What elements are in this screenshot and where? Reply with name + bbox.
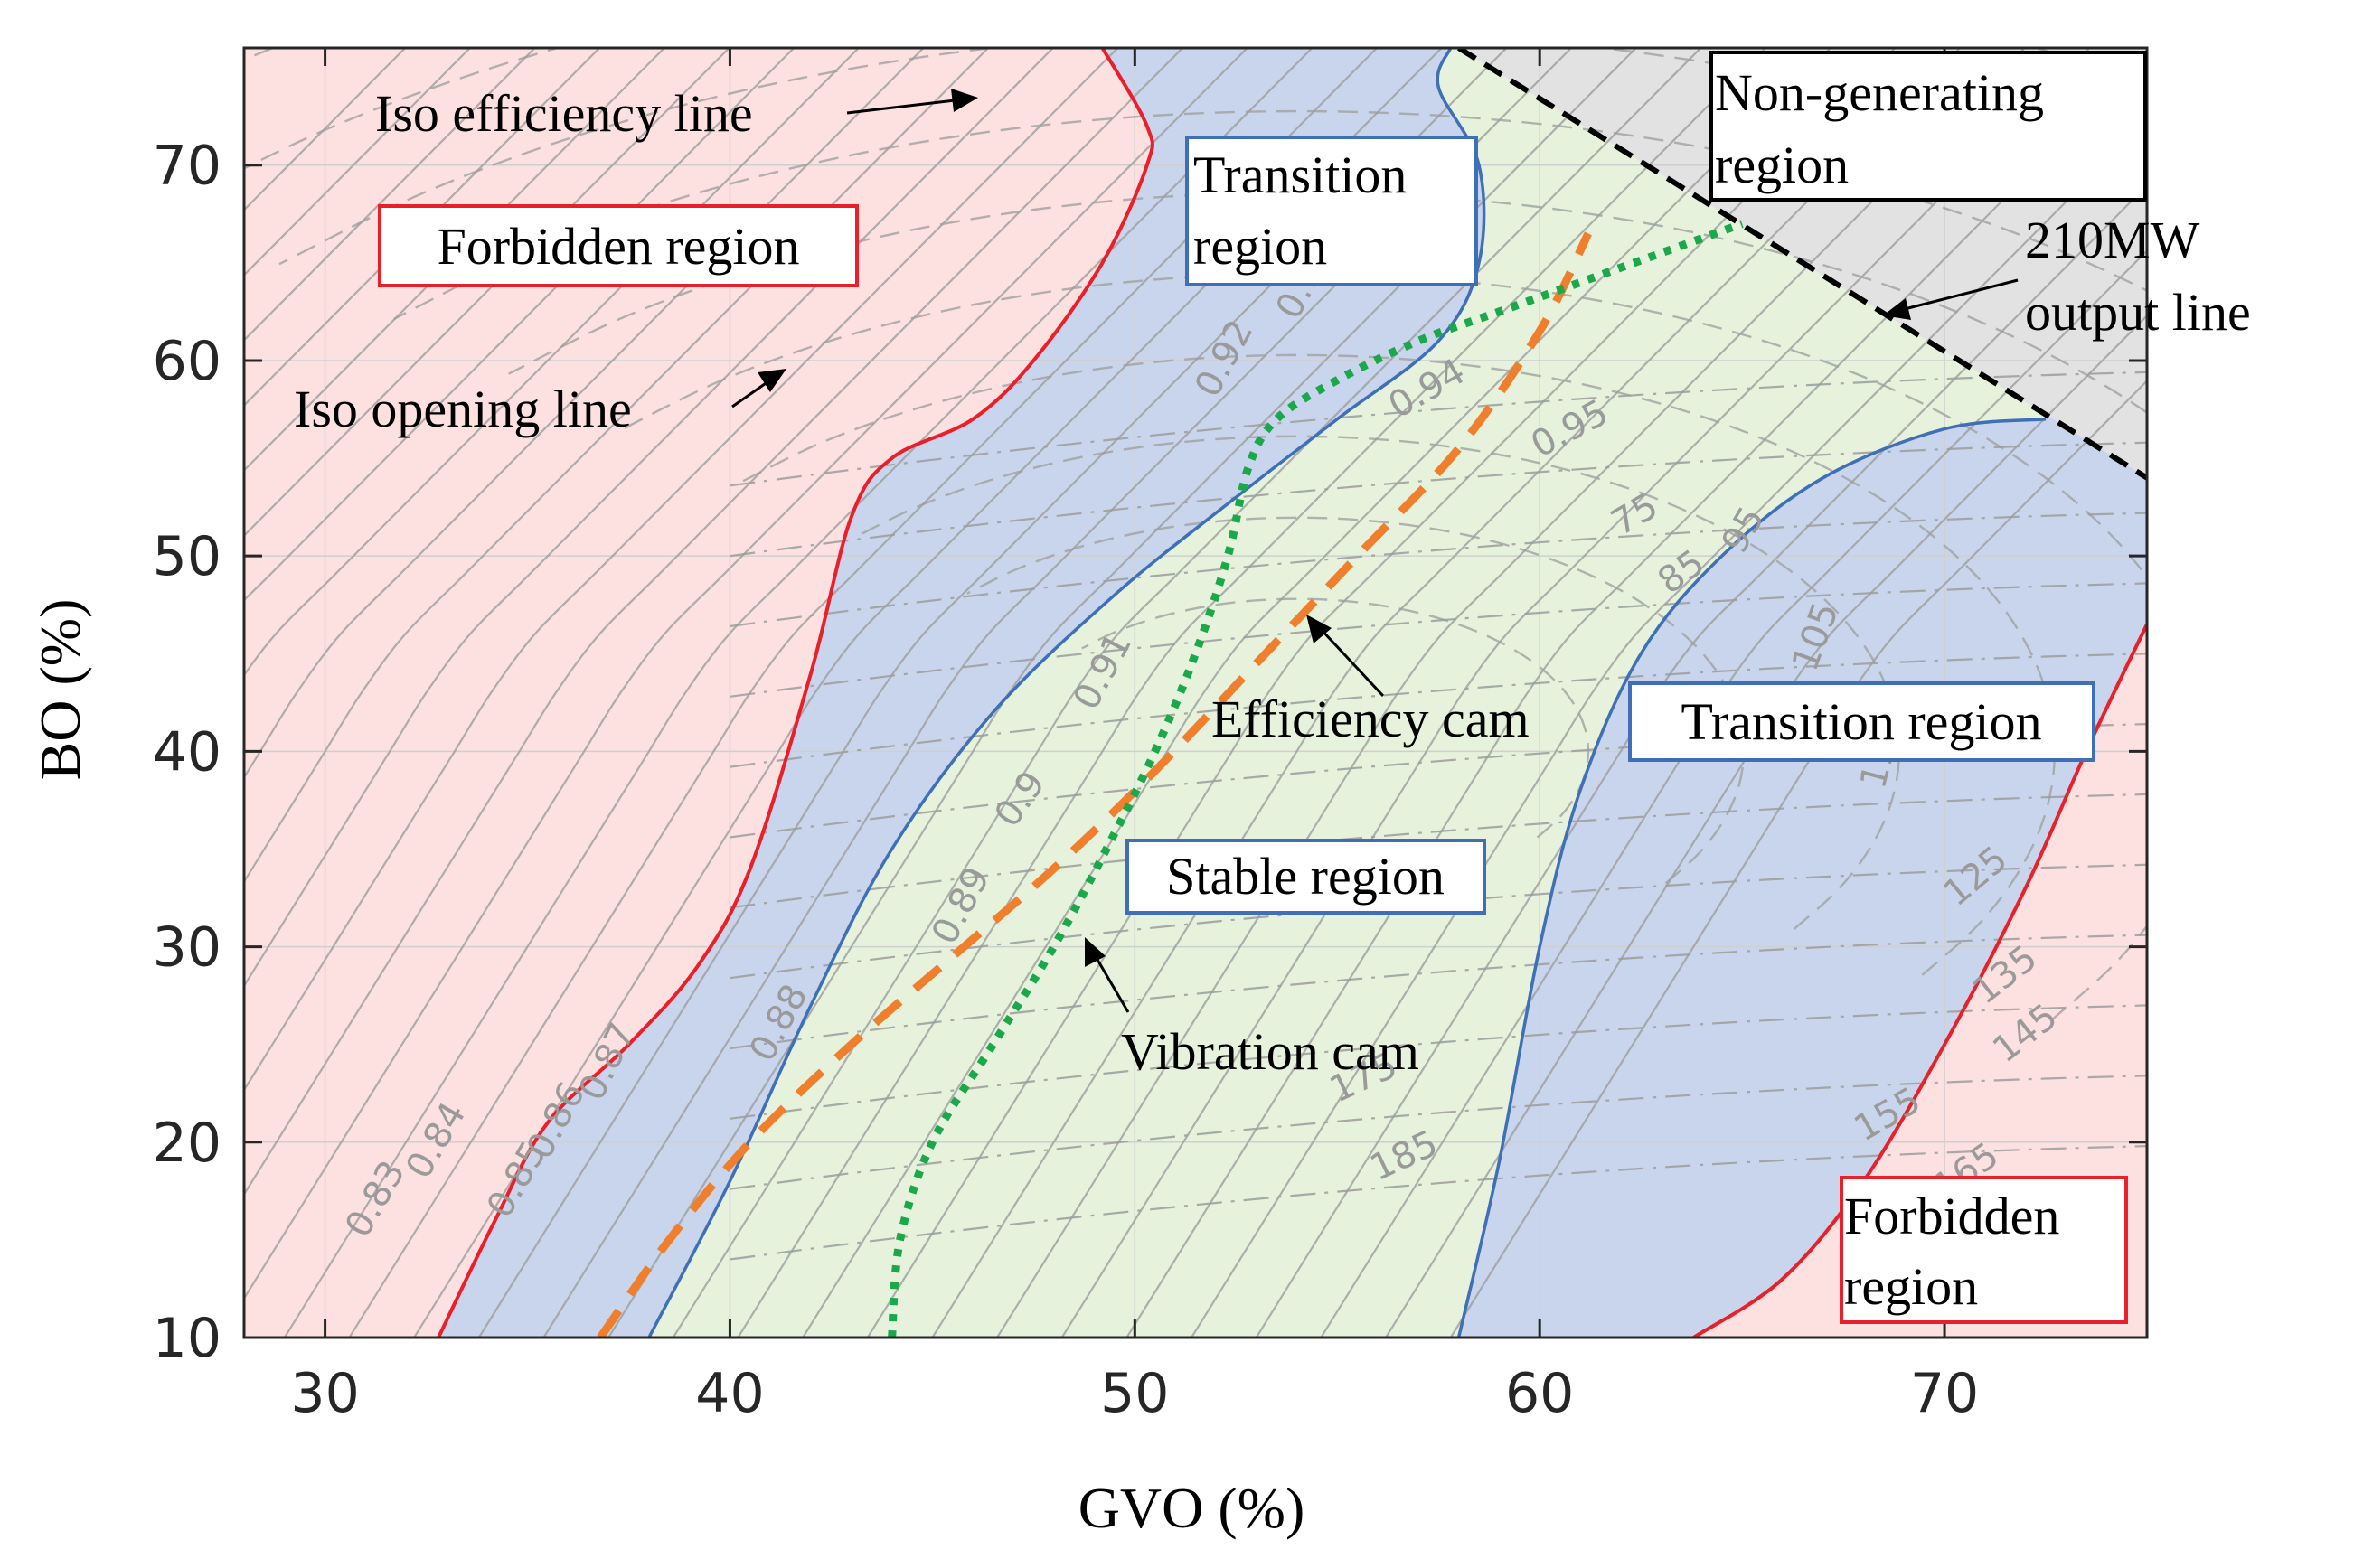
iso-opening-contour — [1385, 314, 2147, 1338]
axes-frame — [242, 46, 2149, 1339]
transition-region-label-top: Transition region — [1185, 136, 1478, 286]
iso-efficiency-contour — [622, 272, 2147, 1022]
iso-opening-contour — [244, 48, 536, 342]
iso-efficiency-contour — [1081, 597, 1590, 839]
y-tick-label: 60 — [153, 330, 221, 393]
vibration-cam-line — [888, 220, 1744, 1338]
iso-efficiency-contour — [852, 435, 1901, 931]
x-tick-label: 70 — [1910, 1362, 1979, 1425]
iso-opening-contour — [244, 48, 1248, 1300]
iso-power-contour — [730, 582, 2147, 698]
iso-opening-contour — [1191, 118, 2147, 1338]
series-layer — [597, 48, 2147, 1338]
iso-opening-contour — [348, 48, 1378, 1338]
output-line-annotation: 210MW output line — [1883, 211, 2251, 342]
svg-text:Efficiency cam: Efficiency cam — [1211, 690, 1530, 748]
iso-efficiency-contour — [966, 516, 1746, 885]
iso-opening-contour — [1320, 249, 2147, 1338]
svg-text:210MW: 210MW — [2025, 211, 2200, 269]
y-tick-label: 40 — [153, 720, 221, 784]
transition-region-label-right: Transition region — [1628, 681, 2095, 762]
iso-opening-contour — [244, 48, 471, 277]
iso-opening-contour — [996, 48, 2026, 1338]
transition-right-boundary — [1456, 418, 2047, 1338]
forbidden-region-label-bottom-right: Forbidden region — [1840, 1176, 2128, 1324]
x-tick-label: 60 — [1505, 1362, 1574, 1425]
iso-opening-contour — [1125, 53, 2147, 1338]
y-tick-label: 70 — [153, 135, 221, 198]
iso-efficiency-annotation: Iso efficiency line — [375, 84, 978, 143]
y-tick-label: 50 — [153, 525, 221, 588]
svg-text:Iso efficiency line: Iso efficiency line — [375, 84, 753, 143]
svg-text:Stable region: Stable region — [1166, 847, 1445, 906]
svg-text:Transition region: Transition region — [1681, 692, 2041, 751]
iso-opening-contour — [1060, 48, 2091, 1338]
iso-power-contour — [730, 653, 2147, 768]
svg-text:Iso opening line: Iso opening line — [294, 380, 632, 438]
vibration-cam-annotation: Vibration cam — [1085, 937, 1419, 1081]
svg-text:Forbidden region: Forbidden region — [437, 217, 799, 276]
iso-opening-contour — [244, 48, 1183, 1197]
stable-region-label: Stable region — [1125, 839, 1486, 915]
non-generating-region-label: Non-generating region — [1709, 51, 2147, 202]
iso-opening-contour — [866, 48, 1897, 1338]
x-tick-label: 50 — [1100, 1362, 1169, 1425]
iso-opening-annotation: Iso opening line — [294, 369, 786, 438]
svg-text:Non-generating: Non-generating — [1715, 63, 2044, 122]
output-line-210mw — [1457, 48, 2147, 481]
iso-power-contour — [730, 934, 2147, 1050]
y-tick-label: 30 — [153, 916, 221, 980]
efficiency-cam-annotation: Efficiency cam — [1211, 615, 1530, 748]
ticks: 30 40 50 60 70 10 20 30 40 50 60 70 — [153, 48, 2147, 1425]
iso-power-contour — [730, 793, 2147, 909]
iso-opening-contour — [672, 48, 1702, 1338]
forbidden-region-label-top-left: Forbidden region — [378, 204, 859, 287]
y-tick-label: 20 — [153, 1112, 221, 1175]
iso-power-contour — [730, 441, 2147, 558]
svg-text:Vibration cam: Vibration cam — [1121, 1022, 1419, 1081]
x-tick-label: 40 — [695, 1362, 764, 1425]
iso-power-contour — [730, 1145, 2147, 1261]
iso-opening-contour — [931, 48, 1961, 1338]
transition-left-boundary — [647, 48, 1486, 1338]
x-tick-label: 30 — [290, 1362, 359, 1425]
svg-text:region: region — [1193, 217, 1327, 276]
iso-opening-contour — [1449, 379, 2147, 1338]
y-axis-label: BO (%) — [28, 599, 92, 781]
iso-opening-contour — [244, 48, 1119, 1093]
iso-power-contour — [730, 371, 2147, 487]
iso-power-contour — [730, 512, 2147, 628]
iso-power-contour — [730, 1004, 2147, 1120]
forbidden-left-boundary — [437, 48, 1154, 1338]
iso-opening-contour — [802, 48, 1831, 1338]
iso-efficiency-contour — [737, 353, 2057, 976]
y-tick-label: 10 — [153, 1307, 221, 1370]
iso-opening-contour — [737, 48, 1766, 1338]
iso-power-contour — [730, 1075, 2147, 1190]
x-axis-label: GVO (%) — [1078, 1476, 1305, 1540]
iso-efficiency-contour — [393, 109, 2147, 320]
svg-text:Forbidden: Forbidden — [1844, 1187, 2059, 1245]
svg-text:region: region — [1715, 136, 1849, 194]
svg-text:output line: output line — [2025, 283, 2251, 342]
svg-text:region: region — [1844, 1257, 1978, 1316]
svg-text:Transition: Transition — [1193, 146, 1407, 204]
iso-opening-contour — [1255, 183, 2147, 1338]
iso-efficiency-contour — [508, 191, 2147, 415]
